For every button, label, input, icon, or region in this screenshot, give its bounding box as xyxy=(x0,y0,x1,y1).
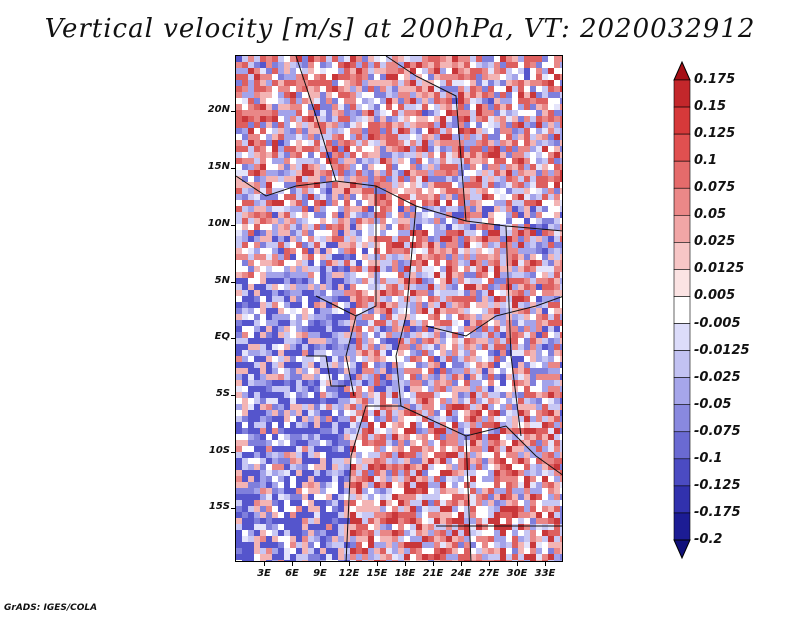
lon-tick xyxy=(517,561,518,566)
lon-label: 18E xyxy=(394,568,416,579)
colorbar-label: -0.125 xyxy=(694,477,741,493)
lon-tick xyxy=(292,561,293,566)
lon-tick xyxy=(377,561,378,566)
lat-tick xyxy=(231,225,236,226)
lon-tick xyxy=(545,561,546,566)
colorbar-segment xyxy=(673,269,691,297)
lat-label: 10S xyxy=(208,445,230,456)
lon-tick xyxy=(461,561,462,566)
colorbar-label: -0.05 xyxy=(694,396,732,412)
colorbar-bottom-arrow xyxy=(673,539,691,560)
lat-tick xyxy=(231,168,236,169)
lon-tick xyxy=(264,561,265,566)
lat-tick xyxy=(231,338,236,339)
lat-tick xyxy=(231,395,236,396)
lon-label: 27E xyxy=(478,568,500,579)
lon-tick xyxy=(320,561,321,566)
lon-label: 21E xyxy=(422,568,444,579)
lat-label: 5N xyxy=(214,275,230,286)
lat-tick xyxy=(231,282,236,283)
lon-label: 3E xyxy=(257,568,271,579)
colorbar-label: 0.175 xyxy=(694,72,736,87)
country-borders xyxy=(236,56,562,561)
colorbar-segment xyxy=(673,458,691,487)
colorbar-segment xyxy=(673,485,691,514)
colorbar-segment xyxy=(673,133,691,162)
lon-label: 24E xyxy=(450,568,472,579)
colorbar-label: 0.05 xyxy=(694,207,727,223)
lon-tick xyxy=(405,561,406,566)
colorbar-segment xyxy=(673,187,691,216)
lat-label: 15S xyxy=(208,501,230,512)
lon-tick xyxy=(433,561,434,566)
lat-label: 5S xyxy=(215,388,230,399)
lon-tick xyxy=(349,561,350,566)
colorbar-label: 0.075 xyxy=(694,180,736,196)
colorbar-segment xyxy=(673,512,691,541)
lon-label: 12E xyxy=(338,568,360,579)
lat-label: EQ xyxy=(214,331,230,342)
colorbar-label: -0.1 xyxy=(694,450,723,466)
colorbar-label: 0.1 xyxy=(694,153,718,169)
lat-tick xyxy=(231,508,236,509)
lon-label: 33E xyxy=(534,568,556,579)
colorbar-segment xyxy=(673,106,691,135)
colorbar xyxy=(673,60,691,560)
colorbar-segment xyxy=(673,404,691,433)
colorbar-label: -0.2 xyxy=(694,532,723,547)
colorbar-segment xyxy=(673,323,691,351)
colorbar-segment xyxy=(673,350,691,378)
colorbar-label: -0.075 xyxy=(694,423,741,439)
colorbar-top-arrow xyxy=(673,60,691,81)
field-cells xyxy=(236,56,562,561)
lon-tick xyxy=(489,561,490,566)
lat-tick xyxy=(231,452,236,453)
lon-label: 6E xyxy=(285,568,299,579)
lon-label: 30E xyxy=(506,568,528,579)
chart-title: Vertical velocity [m/s] at 200hPa, VT: 2… xyxy=(44,14,756,44)
colorbar-segment xyxy=(673,377,691,406)
lat-tick xyxy=(231,111,236,112)
colorbar-label: 0.0125 xyxy=(694,261,745,277)
colorbar-segment xyxy=(673,431,691,460)
colorbar-segment xyxy=(673,160,691,189)
colorbar-segment xyxy=(673,242,691,270)
lat-label: 10N xyxy=(207,218,230,229)
colorbar-label: -0.025 xyxy=(694,369,741,385)
colorbar-segment xyxy=(673,214,691,243)
footer-credit: GrADS: IGES/COLA xyxy=(4,603,98,613)
colorbar-label: 0.005 xyxy=(694,288,736,304)
colorbar-segment xyxy=(673,79,691,108)
velocity-field-map xyxy=(236,56,562,561)
colorbar-label: -0.175 xyxy=(694,504,741,520)
lon-label: 15E xyxy=(366,568,388,579)
colorbar-segment xyxy=(673,296,691,324)
colorbar-label: 0.15 xyxy=(694,99,727,115)
colorbar-label: 0.125 xyxy=(694,126,736,142)
lat-label: 20N xyxy=(207,104,230,115)
colorbar-label: -0.0125 xyxy=(694,342,750,358)
map-plot-area xyxy=(235,55,563,562)
lat-label: 15N xyxy=(207,161,230,172)
colorbar-label: 0.025 xyxy=(694,234,736,250)
colorbar-label: -0.005 xyxy=(694,315,741,331)
lon-label: 9E xyxy=(313,568,327,579)
